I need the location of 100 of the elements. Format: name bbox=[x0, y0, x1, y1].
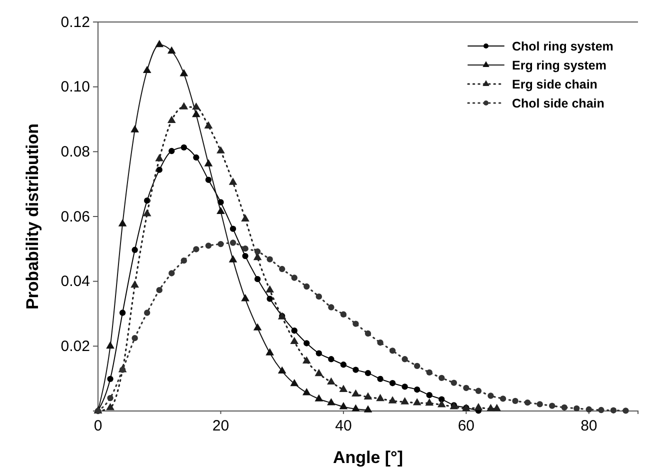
legend-label: Chol side chain bbox=[512, 96, 604, 110]
point bbox=[474, 402, 483, 410]
point bbox=[316, 293, 322, 300]
point bbox=[205, 242, 212, 249]
point bbox=[279, 266, 286, 272]
point bbox=[328, 356, 334, 362]
point bbox=[290, 336, 299, 344]
point bbox=[180, 69, 188, 76]
point bbox=[316, 350, 322, 356]
point bbox=[389, 380, 396, 386]
point bbox=[400, 397, 409, 404]
x-tick-label: 80 bbox=[580, 418, 598, 434]
point bbox=[425, 398, 434, 406]
point bbox=[254, 276, 261, 282]
point bbox=[180, 144, 187, 151]
point bbox=[241, 214, 250, 222]
point bbox=[266, 285, 274, 292]
point bbox=[610, 407, 617, 414]
point bbox=[291, 328, 298, 334]
point bbox=[266, 348, 274, 356]
point bbox=[389, 348, 396, 354]
point bbox=[352, 389, 360, 397]
point bbox=[106, 402, 114, 410]
legend-label: Erg ring system bbox=[512, 58, 606, 72]
point bbox=[107, 376, 114, 382]
point bbox=[388, 396, 397, 404]
legend-label: Chol ring system bbox=[512, 39, 614, 54]
point bbox=[328, 304, 334, 310]
point bbox=[156, 287, 162, 294]
point bbox=[204, 121, 213, 128]
point bbox=[352, 366, 359, 373]
point bbox=[218, 240, 224, 248]
point bbox=[228, 178, 238, 185]
point bbox=[414, 386, 420, 393]
point bbox=[364, 330, 372, 337]
point bbox=[230, 226, 236, 232]
point bbox=[205, 176, 212, 183]
point bbox=[402, 384, 408, 390]
point bbox=[339, 402, 348, 410]
point bbox=[266, 256, 273, 262]
point bbox=[377, 340, 384, 346]
point bbox=[241, 294, 250, 302]
point bbox=[475, 388, 482, 394]
point bbox=[402, 356, 408, 362]
point bbox=[254, 248, 261, 255]
point bbox=[130, 280, 139, 288]
point bbox=[339, 384, 348, 392]
y-tick-label: 0.12 bbox=[60, 14, 90, 31]
point bbox=[118, 219, 127, 226]
point bbox=[412, 398, 422, 406]
point bbox=[302, 388, 311, 396]
point bbox=[524, 399, 531, 406]
point bbox=[377, 376, 384, 382]
point bbox=[132, 246, 138, 253]
point bbox=[492, 404, 502, 412]
point bbox=[364, 392, 372, 400]
point bbox=[304, 283, 310, 290]
x-tick-label: 40 bbox=[335, 418, 352, 434]
point bbox=[586, 406, 592, 412]
y-tick-label: 0.10 bbox=[60, 78, 90, 96]
point bbox=[598, 406, 604, 414]
point bbox=[426, 392, 432, 398]
point bbox=[561, 404, 568, 411]
point bbox=[192, 110, 200, 118]
point bbox=[291, 274, 298, 281]
point bbox=[216, 146, 225, 154]
point bbox=[168, 148, 175, 154]
point bbox=[180, 102, 188, 110]
point bbox=[302, 356, 311, 364]
point bbox=[352, 404, 360, 412]
point bbox=[193, 154, 200, 161]
point bbox=[193, 246, 200, 252]
point bbox=[488, 392, 494, 399]
y-tick-label: 0.08 bbox=[60, 143, 90, 160]
point bbox=[167, 46, 176, 54]
point bbox=[230, 240, 236, 246]
point bbox=[132, 334, 138, 342]
point bbox=[266, 296, 273, 302]
point bbox=[364, 405, 372, 412]
point bbox=[574, 405, 580, 412]
point bbox=[352, 320, 359, 327]
point bbox=[622, 408, 629, 414]
point bbox=[204, 159, 213, 166]
point bbox=[314, 368, 324, 376]
point bbox=[168, 270, 175, 276]
point bbox=[340, 362, 347, 368]
point bbox=[536, 401, 543, 408]
point bbox=[549, 402, 556, 409]
point bbox=[144, 310, 150, 316]
point bbox=[142, 209, 152, 216]
point bbox=[438, 374, 445, 382]
point bbox=[327, 377, 336, 385]
point bbox=[242, 252, 248, 260]
point bbox=[500, 396, 506, 402]
y-tick-label: 0.04 bbox=[60, 273, 90, 290]
point bbox=[450, 380, 457, 386]
y-axis-title: Probability distribution bbox=[23, 123, 42, 310]
point bbox=[290, 378, 299, 386]
point bbox=[167, 116, 176, 123]
point bbox=[106, 341, 114, 349]
